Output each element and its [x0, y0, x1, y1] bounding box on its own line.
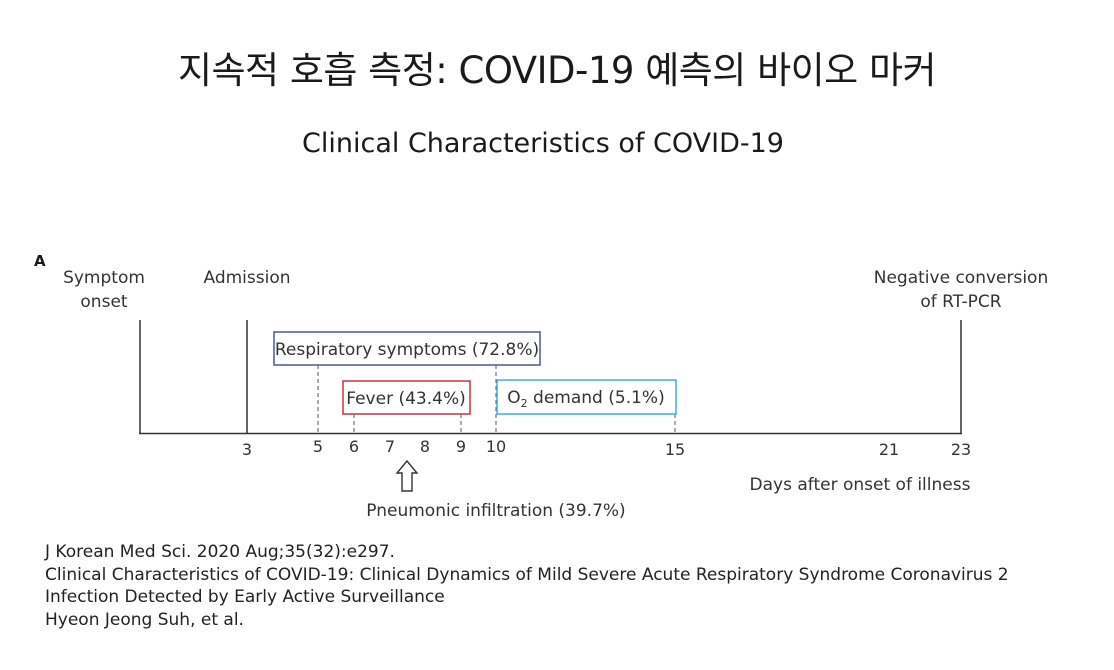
- pneumonic-infiltration-label: Pneumonic infiltration (39.7%): [366, 501, 625, 521]
- citation-journal: J Korean Med Sci. 2020 Aug;35(32):e297.: [45, 542, 395, 562]
- citation-title-2: Infection Detected by Early Active Surve…: [45, 587, 445, 607]
- tick-label: 21: [879, 440, 899, 459]
- o2-demand-label: O2 demand (5.1%): [507, 388, 664, 410]
- slide-title: 지속적 호흡 측정: COVID-19 예측의 바이오 마커: [177, 49, 937, 92]
- tick-label: 3: [242, 440, 252, 459]
- citation-authors: Hyeon Jeong Suh, et al.: [45, 609, 244, 630]
- tick-label: 6: [349, 437, 359, 456]
- timeline-diagram: Symptom onset Admission Negative convers…: [63, 268, 1048, 521]
- axis-label: Days after onset of illness: [750, 475, 971, 495]
- respiratory-symptoms-box: [273, 331, 541, 366]
- slide-subtitle: Clinical Characteristics of COVID-19: [302, 128, 784, 159]
- tick-label: 5: [313, 437, 323, 456]
- tick-label: 9: [456, 437, 466, 456]
- o2-demand-box: [496, 379, 677, 415]
- panel-letter: A: [34, 252, 46, 270]
- admission-label: Admission: [203, 268, 290, 288]
- citation-title-1: Clinical Characteristics of COVID-19: Cl…: [45, 564, 1009, 585]
- tick-label: 15: [665, 440, 685, 459]
- dashed-guides: [317, 365, 676, 432]
- tick-label: 7: [385, 437, 395, 456]
- respiratory-symptoms-label: Respiratory symptoms (72.8%): [275, 340, 539, 360]
- negative-conversion-label-2: of RT-PCR: [920, 292, 1001, 312]
- fever-box: [342, 380, 471, 415]
- tick-labels: 3 5 6 7 8 9 10 15 21 23: [242, 437, 971, 459]
- negative-conversion-label-1: Negative conversion: [874, 268, 1048, 288]
- tick-label: 10: [486, 437, 506, 456]
- fever-label: Fever (43.4%): [346, 389, 466, 409]
- up-arrow-icon: [395, 459, 419, 492]
- tick-label: 8: [420, 437, 430, 456]
- tick-label: 23: [951, 440, 971, 459]
- symptom-onset-label-1: Symptom: [63, 268, 145, 288]
- symptom-onset-label-2: onset: [80, 292, 127, 312]
- citation: J Korean Med Sci. 2020 Aug;35(32):e297. …: [45, 541, 1009, 631]
